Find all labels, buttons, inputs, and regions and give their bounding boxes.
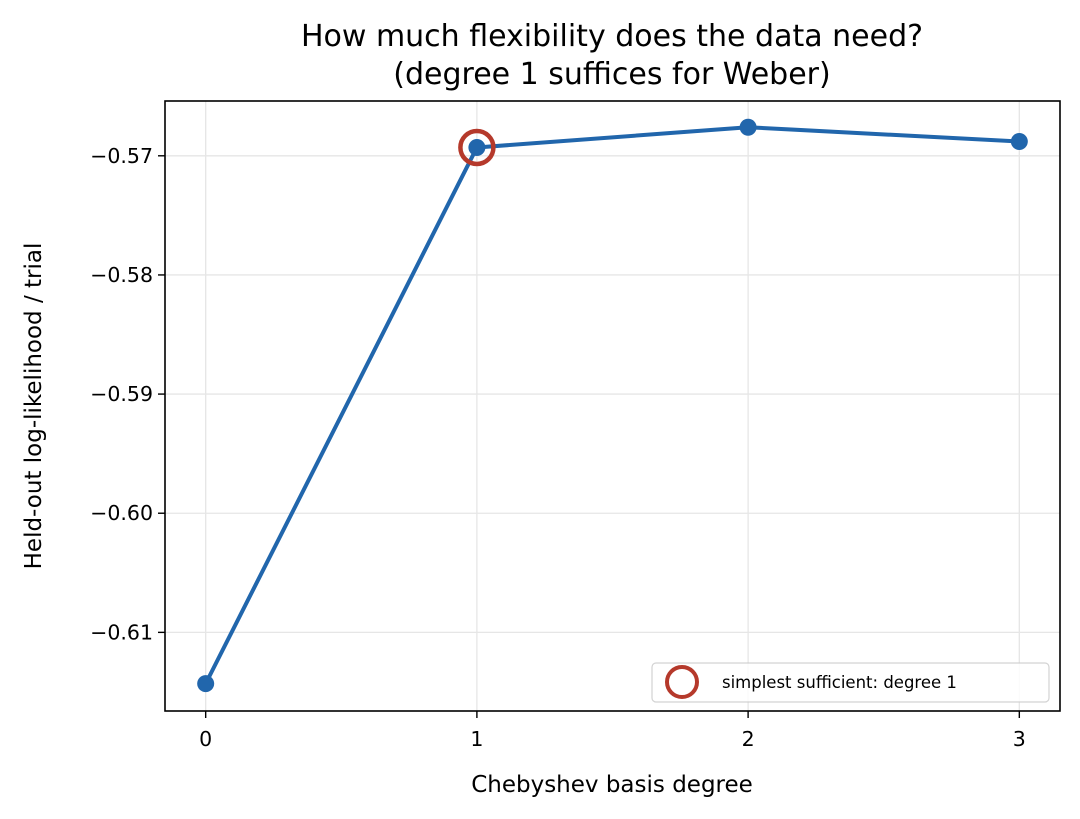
- x-tick-label: 1: [470, 727, 483, 751]
- chart-title-line1: How much flexibility does the data need?: [301, 19, 923, 54]
- axis-ticks: 0 1 2 3 −0.57 −0.58 −0.59 −0.60 −0.61: [90, 144, 1026, 751]
- y-tick-label: −0.58: [90, 263, 153, 287]
- y-tick-label: −0.61: [90, 620, 153, 644]
- legend-label: simplest sufficient: degree 1: [722, 673, 957, 692]
- grid: [165, 101, 1060, 711]
- data-point: [739, 118, 757, 136]
- y-tick-label: −0.59: [90, 382, 153, 406]
- legend: simplest sufficient: degree 1: [651, 662, 1050, 703]
- y-axis-label: Held-out log-likelihood / trial: [21, 243, 47, 570]
- y-tick-label: −0.57: [90, 144, 153, 168]
- x-tick-label: 0: [199, 727, 212, 751]
- legend-marker-open-circle: [665, 665, 699, 699]
- data-point: [197, 675, 215, 693]
- legend-box: [651, 662, 1050, 703]
- plot-frame: [164, 100, 1061, 712]
- highlight-marker: [458, 128, 496, 167]
- chart-title-line2: (degree 1 suffices for Weber): [393, 57, 830, 92]
- data-point: [1010, 133, 1028, 151]
- series-line: [203, 125, 1022, 686]
- x-tick-label: 2: [742, 727, 755, 751]
- data-point: [468, 138, 486, 156]
- x-tick-label: 3: [1013, 727, 1026, 751]
- x-axis-label: Chebyshev basis degree: [471, 772, 753, 798]
- series: [197, 118, 1028, 693]
- y-tick-label: −0.60: [90, 501, 153, 525]
